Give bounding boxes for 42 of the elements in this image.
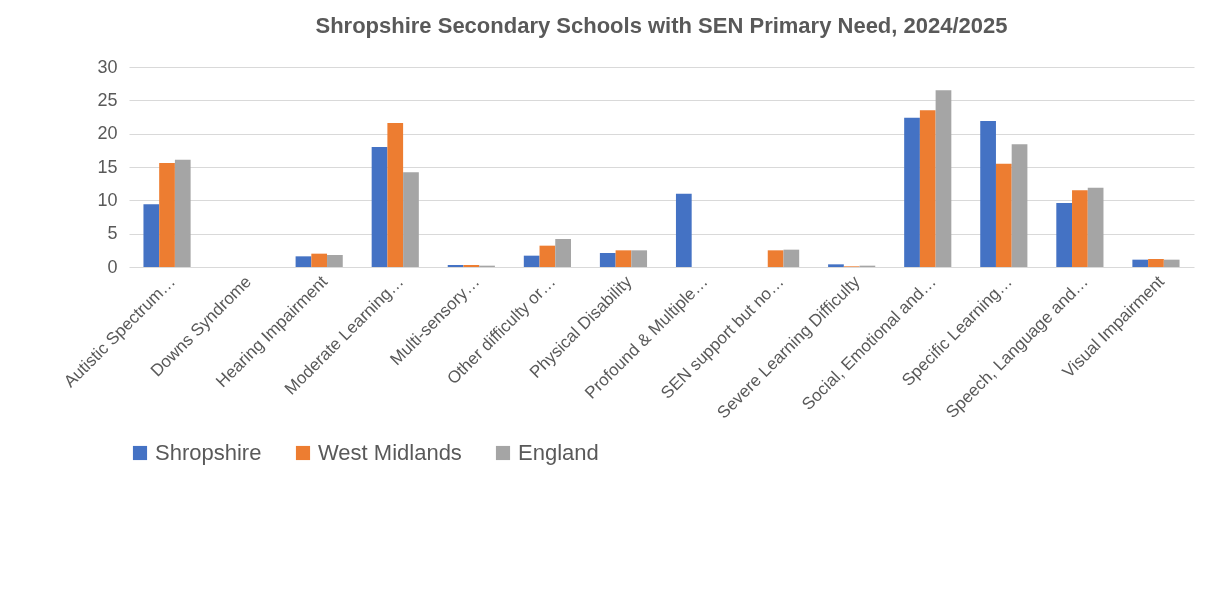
bar bbox=[675, 193, 692, 267]
y-tick-label: 15 bbox=[97, 156, 118, 177]
bar bbox=[904, 117, 920, 267]
bar bbox=[995, 163, 1012, 267]
bar bbox=[828, 264, 844, 267]
bar bbox=[1072, 190, 1088, 267]
bar bbox=[539, 245, 556, 267]
legend-label: Shropshire bbox=[155, 440, 262, 465]
bar bbox=[631, 250, 648, 267]
bar bbox=[555, 239, 571, 267]
bar bbox=[159, 163, 175, 267]
bar bbox=[311, 253, 328, 267]
bar bbox=[403, 172, 419, 267]
bar bbox=[980, 121, 996, 267]
y-tick-label: 25 bbox=[97, 89, 118, 110]
legend-label: West Midlands bbox=[318, 440, 462, 465]
bar bbox=[783, 249, 800, 267]
y-tick-label: 0 bbox=[107, 256, 118, 277]
bar bbox=[295, 256, 312, 267]
bar bbox=[599, 253, 616, 267]
bar bbox=[1087, 187, 1104, 267]
bar bbox=[1163, 259, 1180, 267]
bar bbox=[371, 147, 388, 267]
y-tick-label: 30 bbox=[97, 56, 118, 77]
bar bbox=[143, 204, 160, 267]
y-tick-label: 20 bbox=[97, 123, 118, 144]
bar bbox=[523, 255, 540, 267]
bar bbox=[1056, 203, 1073, 267]
y-tick-label: 10 bbox=[97, 189, 118, 210]
bar bbox=[935, 90, 952, 267]
bar bbox=[615, 250, 632, 267]
bar bbox=[919, 110, 936, 267]
y-tick-label: 5 bbox=[107, 223, 118, 244]
bar bbox=[1011, 144, 1028, 267]
legend-label: England bbox=[518, 440, 599, 465]
bar bbox=[174, 159, 191, 267]
bar bbox=[1148, 259, 1164, 267]
bar bbox=[327, 255, 343, 267]
bar bbox=[1132, 259, 1149, 267]
bar bbox=[767, 250, 784, 267]
chart-title: Shropshire Secondary Schools with SEN Primary Need, 2024/2025 bbox=[315, 13, 1008, 38]
bar bbox=[387, 123, 404, 267]
